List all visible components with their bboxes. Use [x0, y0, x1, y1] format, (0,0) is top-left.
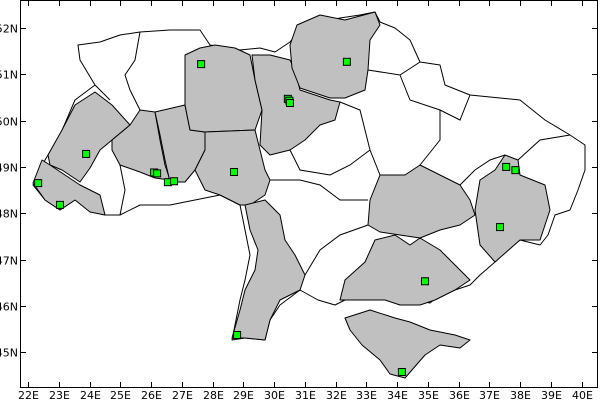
region-crimea — [344, 309, 471, 379]
station-marker[interactable] — [34, 179, 43, 188]
y-tick-label: 48N — [0, 208, 18, 221]
region-chernihiv — [289, 11, 381, 99]
x-tick-label: 22E — [18, 389, 39, 400]
region-rivne — [184, 44, 263, 133]
x-tick-label: 33E — [356, 389, 377, 400]
x-tick-label: 23E — [49, 389, 70, 400]
station-marker[interactable] — [397, 368, 406, 377]
x-tick-label: 37E — [479, 389, 500, 400]
internal-borders — [94, 31, 571, 276]
x-tick-label: 36E — [449, 389, 470, 400]
x-tick-label: 35E — [418, 389, 439, 400]
map-frame — [20, 0, 598, 388]
station-marker[interactable] — [420, 277, 429, 286]
station-marker[interactable] — [502, 162, 511, 171]
border-line — [339, 101, 381, 176]
region-donetsk — [474, 154, 551, 263]
border-line — [119, 164, 126, 216]
station-marker[interactable] — [511, 166, 520, 175]
station-marker[interactable] — [153, 169, 162, 178]
x-tick-label: 39E — [541, 389, 562, 400]
border-line — [270, 179, 368, 201]
y-tick-label: 52N — [0, 23, 18, 36]
x-tick-label: 40E — [572, 389, 593, 400]
station-marker[interactable] — [285, 99, 294, 108]
x-tick-label: 31E — [295, 389, 316, 400]
x-tick-label: 28E — [203, 389, 224, 400]
y-tick-label: 45N — [0, 347, 18, 360]
x-tick-label: 30E — [264, 389, 285, 400]
x-tick-label: 26E — [141, 389, 162, 400]
border-line — [459, 154, 506, 186]
x-tick-label: 38E — [510, 389, 531, 400]
region-odesa — [231, 199, 306, 341]
y-axis: 52N 51N 50N 49N 48N 47N 46N 45N — [0, 23, 598, 360]
border-line — [304, 224, 369, 276]
station-marker[interactable] — [230, 167, 239, 176]
station-marker[interactable] — [82, 149, 91, 158]
station-marker[interactable] — [496, 223, 505, 232]
station-marker[interactable] — [197, 60, 206, 69]
x-tick-label: 27E — [172, 389, 193, 400]
border-line — [419, 110, 441, 166]
x-tick-label: 25E — [110, 389, 131, 400]
station-marker[interactable] — [170, 177, 179, 186]
station-marker[interactable] — [233, 330, 242, 339]
station-marker[interactable] — [342, 57, 351, 66]
x-tick-label: 34E — [387, 389, 408, 400]
y-tick-label: 49N — [0, 162, 18, 175]
border-line — [94, 84, 111, 101]
x-tick-label: 32E — [326, 389, 347, 400]
x-tick-label: 24E — [80, 389, 101, 400]
y-tick-label: 47N — [0, 255, 18, 268]
border-line — [517, 134, 571, 161]
station-marker[interactable] — [55, 200, 64, 209]
region-dnipropetrovsk — [367, 164, 476, 239]
region-zaporizhzhia-kherson — [339, 234, 471, 306]
y-tick-label: 50N — [0, 116, 18, 129]
y-tick-label: 51N — [0, 69, 18, 82]
border-line — [289, 149, 371, 176]
y-tick-label: 46N — [0, 301, 18, 314]
border-line — [124, 31, 141, 111]
x-axis: 22E 23E 24E 25E 26E 27E 28E 29E 30E 31E 32E 33E 34E 3… — [18, 0, 593, 400]
markers-layer — [34, 57, 520, 377]
highlighted-regions — [32, 11, 551, 379]
x-tick-label: 29E — [233, 389, 254, 400]
